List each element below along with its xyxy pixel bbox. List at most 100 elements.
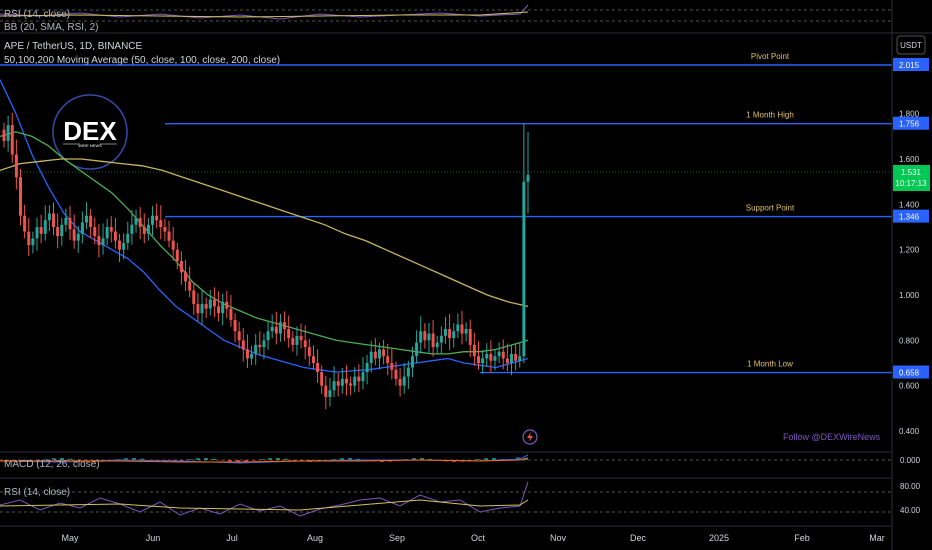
candle [336,372,340,397]
macd-bar [348,458,352,460]
macd-bar [332,459,336,460]
level-price-tag [893,58,929,71]
candle [175,242,179,270]
candle [452,323,456,348]
candle [204,297,208,319]
macd-bar [420,458,424,460]
candle [295,326,299,356]
current-price-countdown: 10:17:13 [895,179,927,188]
macd-bar [204,458,208,460]
price-tick: 1.200 [899,246,920,255]
candle [56,213,60,249]
candle [200,290,204,326]
candle [283,311,287,342]
rsi-line [0,481,529,517]
candle [402,363,406,394]
candle [291,331,295,352]
rsi-pane: RSI (14, close) [0,481,892,517]
candle [105,218,109,246]
candle [23,204,27,239]
candle [427,322,431,353]
price-tick: 1.800 [899,110,920,119]
time-tick: Jul [226,533,238,543]
macd-bar [244,460,248,462]
candle [163,218,167,242]
lightning-alert-icon[interactable] [522,429,538,445]
candle [68,205,72,241]
candle [89,208,93,238]
candle [35,217,39,251]
candle [122,233,126,260]
macd-bar [492,458,496,460]
candle [43,205,47,241]
candle [460,310,464,345]
macd-bar [412,458,416,460]
candlesticks [2,112,530,410]
macd-bar [140,458,144,460]
candle [221,293,225,326]
currency-button[interactable]: USDT [896,35,926,55]
candle [258,331,262,356]
candle [382,339,386,365]
candle [39,214,43,244]
candle [423,323,427,349]
candle [19,169,23,226]
candle [72,214,76,249]
candle [97,223,101,258]
candle [349,376,353,396]
candle [76,225,80,253]
candle [526,131,530,214]
candle [311,345,315,370]
price-tick: 0.658 [899,369,920,378]
candle [250,345,254,366]
level-label-2: Support Point [746,204,795,213]
top-rsi-ma [0,11,529,18]
macd-bar [68,458,72,460]
candle [361,357,365,390]
candle [369,340,373,373]
level-price-tag [893,116,929,130]
rsi-ma-line [0,499,529,511]
candle [509,345,513,376]
candle [134,209,138,233]
candle [316,349,320,383]
candle [505,343,509,372]
macd-bar [284,458,288,460]
candle [27,217,31,257]
time-tick: Sep [389,533,405,543]
level-label-0: Pivot Point [751,52,790,61]
macd-bar [4,460,8,461]
macd-bar [180,460,184,461]
candle [415,330,419,364]
candle [2,122,6,148]
macd-bar [468,460,472,461]
candle [254,334,258,365]
macd-bar [212,458,216,460]
candle [130,209,134,245]
candle [10,112,14,163]
price-pane: APE / TetherUS, 1D, BINANCE 50,100,200 M… [0,41,892,445]
level-label-1: 1 Month High [746,111,794,120]
price-tick: 1.000 [899,291,920,300]
candle [274,311,278,345]
price-tick: 0.400 [899,427,920,436]
candle [324,376,328,410]
candle [464,322,468,342]
rsi-tick-40: 40.00 [900,506,921,515]
candle [184,260,188,291]
macd-bar [220,460,224,461]
candle [410,346,414,378]
candle [14,139,18,190]
candle [151,206,155,236]
candle [476,341,480,370]
candle [208,290,212,316]
candle [146,217,150,241]
candle [443,316,447,344]
candle [192,282,196,315]
candle [93,217,97,245]
symbol-title: APE / TetherUS, 1D, BINANCE [4,41,143,52]
candle [155,203,159,229]
